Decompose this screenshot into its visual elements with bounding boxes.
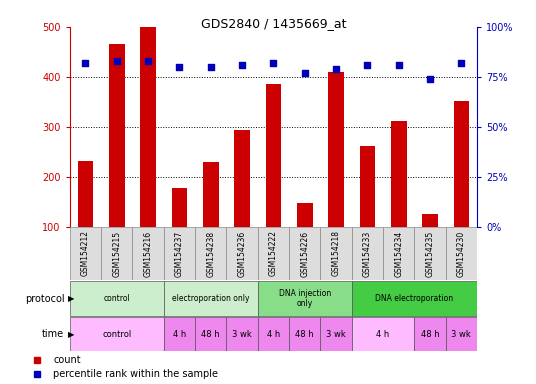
Text: 48 h: 48 h	[421, 329, 440, 339]
Text: GSM154234: GSM154234	[394, 230, 403, 276]
Point	[426, 76, 434, 82]
Bar	[109, 44, 124, 276]
Bar	[453, 101, 469, 276]
Text: ▶: ▶	[68, 294, 75, 303]
FancyBboxPatch shape	[226, 318, 258, 351]
FancyBboxPatch shape	[70, 281, 163, 316]
FancyBboxPatch shape	[70, 227, 101, 280]
Text: protocol: protocol	[25, 293, 64, 304]
Text: electroporation only: electroporation only	[172, 294, 249, 303]
Point	[238, 62, 247, 68]
Bar	[297, 203, 312, 276]
Point	[175, 64, 184, 70]
Text: GSM154238: GSM154238	[206, 230, 215, 276]
Point	[363, 62, 371, 68]
Text: ▶: ▶	[68, 329, 75, 339]
Bar	[234, 130, 250, 276]
Point	[300, 70, 309, 76]
FancyBboxPatch shape	[258, 281, 352, 316]
Point	[144, 58, 152, 64]
Text: 48 h: 48 h	[295, 329, 314, 339]
Text: 3 wk: 3 wk	[451, 329, 471, 339]
Bar	[391, 121, 406, 276]
FancyBboxPatch shape	[101, 227, 132, 280]
Point	[206, 64, 215, 70]
FancyBboxPatch shape	[352, 227, 383, 280]
Text: GDS2840 / 1435669_at: GDS2840 / 1435669_at	[200, 17, 346, 30]
Text: GSM154235: GSM154235	[426, 230, 435, 276]
Bar	[360, 146, 375, 276]
FancyBboxPatch shape	[321, 318, 352, 351]
Bar	[422, 214, 438, 276]
FancyBboxPatch shape	[258, 227, 289, 280]
Text: 4 h: 4 h	[376, 329, 390, 339]
FancyBboxPatch shape	[321, 227, 352, 280]
Bar	[140, 27, 156, 276]
FancyBboxPatch shape	[414, 227, 446, 280]
FancyBboxPatch shape	[163, 281, 258, 316]
Text: 4 h: 4 h	[267, 329, 280, 339]
FancyBboxPatch shape	[352, 318, 414, 351]
Text: DNA electroporation: DNA electroporation	[375, 294, 453, 303]
FancyBboxPatch shape	[352, 281, 477, 316]
Text: GSM154218: GSM154218	[332, 230, 340, 276]
FancyBboxPatch shape	[289, 318, 321, 351]
FancyBboxPatch shape	[446, 318, 477, 351]
Text: control: control	[103, 294, 130, 303]
Text: GSM154237: GSM154237	[175, 230, 184, 276]
Text: GSM154222: GSM154222	[269, 230, 278, 276]
Bar	[203, 162, 219, 276]
FancyBboxPatch shape	[258, 318, 289, 351]
FancyBboxPatch shape	[383, 227, 414, 280]
Text: 48 h: 48 h	[202, 329, 220, 339]
FancyBboxPatch shape	[289, 227, 321, 280]
Text: 3 wk: 3 wk	[232, 329, 252, 339]
Text: control: control	[102, 329, 131, 339]
FancyBboxPatch shape	[163, 318, 195, 351]
Point	[269, 60, 278, 66]
Text: GSM154233: GSM154233	[363, 230, 372, 276]
Text: GSM154236: GSM154236	[237, 230, 247, 276]
Point	[394, 62, 403, 68]
Bar	[78, 161, 93, 276]
Bar	[328, 72, 344, 276]
Text: GSM154216: GSM154216	[144, 230, 153, 276]
FancyBboxPatch shape	[446, 227, 477, 280]
Text: DNA injection
only: DNA injection only	[279, 289, 331, 308]
FancyBboxPatch shape	[163, 227, 195, 280]
Text: count: count	[53, 354, 81, 364]
Bar	[172, 188, 187, 276]
FancyBboxPatch shape	[414, 318, 446, 351]
Point	[457, 60, 466, 66]
Text: 4 h: 4 h	[173, 329, 186, 339]
Text: GSM154212: GSM154212	[81, 230, 90, 276]
Text: time: time	[42, 329, 64, 339]
Text: 3 wk: 3 wk	[326, 329, 346, 339]
Point	[81, 60, 90, 66]
FancyBboxPatch shape	[132, 227, 163, 280]
FancyBboxPatch shape	[226, 227, 258, 280]
Text: GSM154215: GSM154215	[112, 230, 121, 276]
Bar	[265, 84, 281, 276]
FancyBboxPatch shape	[195, 227, 226, 280]
Point	[113, 58, 121, 64]
FancyBboxPatch shape	[70, 318, 163, 351]
FancyBboxPatch shape	[195, 318, 226, 351]
Text: GSM154226: GSM154226	[300, 230, 309, 276]
Text: GSM154230: GSM154230	[457, 230, 466, 276]
Text: percentile rank within the sample: percentile rank within the sample	[53, 369, 218, 379]
Point	[332, 66, 340, 72]
